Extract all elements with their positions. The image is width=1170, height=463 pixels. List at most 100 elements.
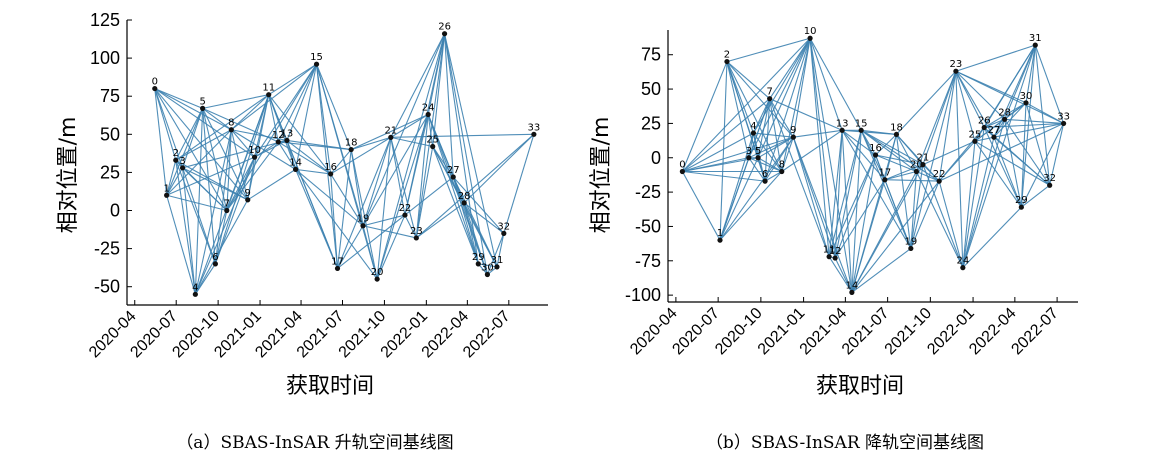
baseline-edge: [444, 33, 488, 275]
node-label: 0: [679, 159, 685, 170]
baseline-edge: [362, 225, 378, 280]
acquisition-node: [475, 261, 481, 267]
node-label: 1: [163, 183, 169, 194]
baseline-edge: [828, 256, 853, 293]
baseline-edge: [295, 169, 339, 269]
baseline-edge: [993, 136, 1051, 186]
baseline-edge: [202, 108, 228, 211]
baseline-edge: [726, 61, 783, 172]
baseline-edge: [1020, 123, 1065, 208]
baseline-edge: [860, 129, 917, 172]
y-tick-label: 25: [641, 113, 661, 133]
baseline-edge: [1004, 119, 1022, 208]
acquisition-node: [228, 127, 234, 133]
baseline-edge: [828, 130, 862, 257]
baseline-edge: [415, 146, 434, 239]
baseline-edge: [390, 114, 429, 138]
baseline-edge: [884, 179, 912, 249]
baseline-edge: [681, 37, 811, 172]
acquisition-node: [960, 265, 966, 271]
acquisition-node: [494, 264, 500, 270]
baseline-edge: [415, 33, 446, 239]
baseline-edge: [955, 70, 1064, 124]
baseline-edge: [247, 168, 296, 201]
baseline-edge: [268, 94, 332, 175]
baseline-edge: [875, 134, 897, 156]
y-tick-label: -25: [635, 182, 661, 202]
baseline-edge: [752, 98, 771, 134]
acquisition-node: [826, 254, 832, 260]
baseline-edge: [922, 71, 957, 165]
acquisition-node: [1002, 116, 1008, 122]
baseline-edge: [915, 71, 957, 172]
node-label: 18: [345, 138, 358, 149]
acquisition-node: [484, 271, 491, 278]
baseline-edge: [793, 129, 843, 138]
baseline-edge: [350, 113, 429, 151]
node-label: 12: [272, 130, 285, 141]
baseline-edge: [748, 37, 811, 159]
x-tick-label: 2022-07: [1008, 305, 1062, 359]
baseline-edge: [962, 206, 1022, 269]
baseline-edge: [769, 98, 830, 257]
baseline-edge: [463, 202, 505, 234]
y-tick-label: 75: [100, 86, 120, 106]
baseline-edge: [202, 107, 232, 131]
node-label: 25: [969, 129, 982, 140]
baseline-edge: [226, 156, 256, 211]
caption-a: （a）SBAS-InSAR 升轨空间基线图: [176, 433, 453, 453]
baseline-edge: [748, 132, 754, 158]
baseline-edge: [834, 257, 853, 293]
node-label: 25: [426, 134, 439, 145]
node-label: 28: [458, 191, 471, 202]
baseline-edge: [268, 94, 279, 143]
baseline-edge: [922, 140, 976, 166]
node-label: 10: [804, 26, 817, 37]
acquisition-node: [275, 139, 281, 145]
acquisition-node: [313, 61, 320, 67]
node-label: 19: [904, 236, 917, 247]
baseline-edge: [993, 136, 1022, 208]
acquisition-node: [450, 174, 456, 180]
baseline-edge: [1034, 45, 1051, 186]
baseline-edge: [769, 37, 811, 99]
node-label: 7: [766, 87, 772, 98]
baseline-edge: [230, 129, 249, 200]
baseline-edge: [1004, 44, 1036, 120]
node-label: 19: [357, 214, 370, 225]
acquisition-node: [224, 207, 230, 214]
node-label: 24: [422, 102, 435, 113]
node-label: 33: [1057, 111, 1070, 122]
baseline-edge: [884, 170, 917, 181]
baseline-edge: [415, 202, 465, 239]
baseline-edge: [834, 130, 862, 259]
baseline-edge: [955, 44, 1036, 72]
baseline-edge: [875, 154, 917, 173]
baseline-edge: [376, 214, 406, 280]
node-label: 4: [750, 121, 756, 132]
y-tick-label: -75: [635, 251, 661, 271]
y-axis-label: 相对位置/m: [56, 117, 81, 234]
baseline-edge: [231, 129, 296, 170]
acquisition-node: [413, 235, 419, 241]
baseline-edge: [834, 130, 843, 259]
baseline-edge: [390, 137, 406, 216]
baseline-edge: [828, 130, 843, 257]
baseline-edge: [202, 108, 216, 264]
baseline-edge: [286, 139, 332, 175]
x-axis-label: 获取时间: [816, 374, 904, 399]
baseline-edge: [962, 44, 1036, 268]
node-label: 18: [890, 122, 903, 133]
baseline-edge: [350, 149, 364, 226]
baseline-edge: [884, 134, 897, 180]
baseline-edge: [809, 37, 862, 131]
baseline-edge: [427, 114, 479, 265]
baseline-edge: [463, 202, 479, 264]
baseline-edge: [277, 63, 318, 143]
acquisition-node: [750, 130, 757, 136]
node-label: 11: [823, 245, 836, 256]
node-label: 16: [869, 143, 882, 154]
y-tick-label: -25: [94, 239, 120, 259]
baseline-edge: [330, 149, 352, 175]
